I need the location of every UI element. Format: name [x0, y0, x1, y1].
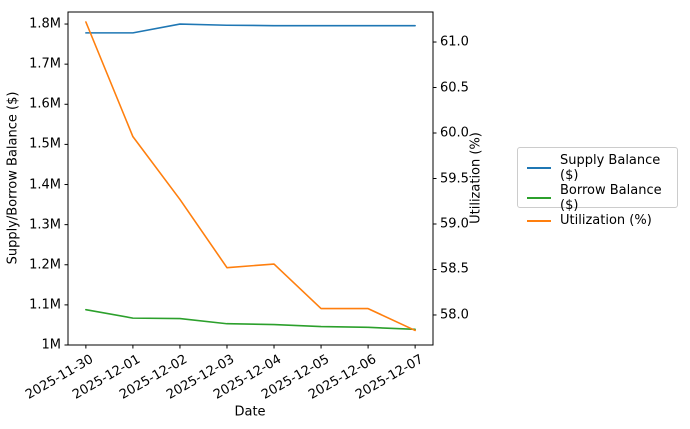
- right-axis-tick-label: 59.0: [440, 216, 469, 232]
- legend-label-borrow-balance: Borrow Balance ($): [560, 183, 662, 213]
- right-axis-title: Utilization (%): [468, 132, 484, 224]
- left-axis-tick-label: 1.7M: [29, 56, 61, 72]
- series-line-borrow-balance: [85, 308, 416, 331]
- right-axis-tick-label: 61.0: [440, 34, 469, 50]
- legend-item-utilization: Utilization (%): [527, 213, 668, 228]
- left-axis-tick-label: 1.4M: [29, 177, 61, 193]
- legend-item-supply-balance: Supply Balance ($): [527, 153, 668, 183]
- right-axis-tick-label: 58.5: [440, 261, 469, 277]
- x-axis-title: Date: [234, 404, 266, 420]
- right-axis-tick-label: 58.0: [440, 307, 469, 323]
- series-line-utilization: [85, 21, 416, 332]
- left-axis-tick-label: 1.3M: [29, 217, 61, 233]
- legend: Supply Balance ($) Borrow Balance ($) Ut…: [517, 147, 678, 228]
- plot-frame: [67, 11, 434, 346]
- right-axis-tick-label: 60.0: [440, 125, 469, 141]
- left-axis-tick-label: 1M: [41, 337, 62, 353]
- legend-item-borrow-balance: Borrow Balance ($): [527, 183, 668, 213]
- left-axis-tick-label: 1.5M: [29, 136, 61, 152]
- legend-label-utilization: Utilization (%): [560, 213, 652, 228]
- left-axis-tick-label: 1.2M: [29, 257, 61, 273]
- utilization-line-swatch-icon: [527, 219, 551, 222]
- supply-line-swatch-icon: [527, 167, 551, 169]
- legend-label-supply-balance: Supply Balance ($): [560, 153, 661, 183]
- left-axis-tick-label: 1.6M: [29, 96, 61, 112]
- series-line-supply-balance: [85, 23, 416, 34]
- borrow-line-swatch-icon: [527, 197, 551, 199]
- right-axis-tick-label: 59.5: [440, 171, 469, 186]
- left-axis-title: Supply/Borrow Balance ($): [5, 91, 21, 265]
- left-axis-tick-label: 1.1M: [29, 297, 61, 313]
- left-axis-tick-label: 1.8M: [29, 16, 61, 32]
- right-axis-tick-label: 60.5: [440, 80, 469, 96]
